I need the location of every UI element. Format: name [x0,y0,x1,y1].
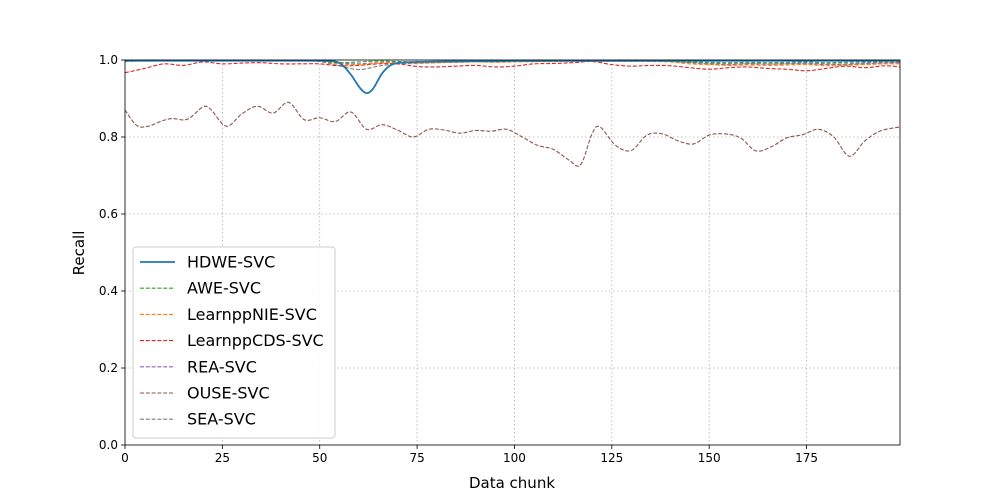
x-tick-label: 75 [409,451,424,465]
legend: HDWE-SVC AWE-SVC LearnppNIE-SVC LearnppCDS-… [132,246,336,439]
y-tick-label: 0.8 [99,130,118,144]
legend-box [132,246,336,439]
x-tick-label: 175 [795,451,818,465]
y-tick-label: 0.2 [99,361,118,375]
series-line-learnppcds-svc [124,60,901,74]
series-line-ouse-svc [124,101,901,167]
series-line-hdwe-svc [125,59,900,95]
plot-frame [124,59,901,446]
x-tick-label: 125 [600,451,623,465]
y-tick-label: 0.6 [99,207,118,221]
y-tick-label: 0.4 [99,284,118,298]
y-tick-label: 1.0 [99,53,118,67]
axis-ticks: 0 25 50 75 100 125 150 175 0.0 0.2 0.4 0.6 0.8 1.0 [99,53,818,465]
legend-label-learnppcds-svc: LearnppCDS-SVC [187,331,324,350]
legend-label-awe-svc: AWE-SVC [187,279,261,298]
legend-label-ouse-svc: OUSE-SVC [187,384,270,403]
legend-label-sea-svc: SEA-SVC [187,410,256,429]
legend-label-learnppnie-svc: LearnppNIE-SVC [187,305,317,324]
x-axis-label: Data chunk [469,474,555,492]
series-lines [124,59,901,167]
x-tick-label: 0 [121,451,129,465]
y-axis-label: Recall [70,231,88,276]
x-tick-label: 50 [312,451,327,465]
x-tick-label: 25 [215,451,230,465]
legend-label-rea-svc: REA-SVC [187,357,257,376]
legend-label-hdwe-svc: HDWE-SVC [187,253,275,272]
x-tick-label: 150 [698,451,721,465]
x-tick-label: 100 [503,451,526,465]
y-tick-label: 0.0 [99,438,118,452]
